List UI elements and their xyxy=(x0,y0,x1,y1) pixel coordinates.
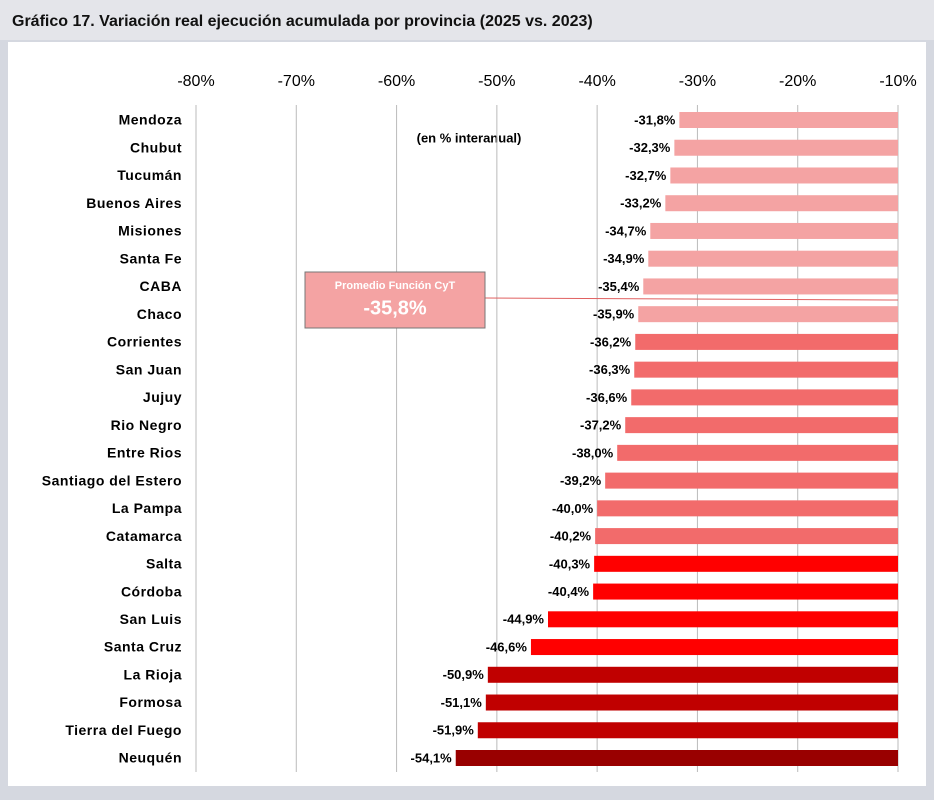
value-label: -36,6% xyxy=(586,390,628,405)
value-label: -40,2% xyxy=(550,529,592,544)
value-label: -32,3% xyxy=(629,140,671,155)
bar xyxy=(530,639,898,656)
value-label: -54,1% xyxy=(411,750,453,765)
average-line xyxy=(484,297,899,301)
bar xyxy=(650,222,898,239)
value-label: -36,3% xyxy=(589,362,631,377)
x-tick-label: -30% xyxy=(679,73,716,90)
value-label: -50,9% xyxy=(443,667,485,682)
value-label: -33,2% xyxy=(620,196,662,211)
y-tick-label: San Luis xyxy=(120,611,182,627)
y-tick-label: Entre Rios xyxy=(107,445,182,461)
x-tick-label: -70% xyxy=(278,73,315,90)
bar xyxy=(487,666,898,683)
y-tick-label: CABA xyxy=(140,278,182,294)
y-tick-label: Tierra del Fuego xyxy=(65,722,182,738)
y-tick-label: Chaco xyxy=(137,306,182,322)
x-tick-label: -80% xyxy=(177,73,214,90)
x-tick-label: -40% xyxy=(578,73,615,90)
bar xyxy=(548,611,898,628)
plot-background xyxy=(8,42,926,786)
value-label: -51,9% xyxy=(433,723,475,738)
average-label: Promedio Función CyT xyxy=(335,280,456,292)
x-tick-label: -60% xyxy=(378,73,415,90)
y-tick-label: Santiago del Estero xyxy=(42,472,182,488)
value-label: -51,1% xyxy=(441,695,483,710)
bar xyxy=(631,389,898,406)
y-tick-label: Neuquén xyxy=(119,750,182,766)
bar xyxy=(485,694,898,711)
y-tick-label: Santa Fe xyxy=(120,250,182,266)
bar xyxy=(643,278,898,295)
y-tick-label: Corrientes xyxy=(107,334,182,350)
x-tick-label: -50% xyxy=(478,73,515,90)
bar xyxy=(455,750,898,766)
y-tick-label: Córdoba xyxy=(121,583,182,599)
bar xyxy=(595,528,898,545)
bar xyxy=(670,167,898,184)
bar xyxy=(625,417,898,434)
bar xyxy=(648,250,898,267)
value-label: -40,0% xyxy=(552,501,594,516)
y-tick-label: La Pampa xyxy=(112,500,182,516)
value-label: -31,8% xyxy=(634,112,676,127)
bar xyxy=(665,195,898,212)
y-tick-label: Rio Negro xyxy=(111,417,182,433)
value-label: -40,4% xyxy=(548,584,590,599)
average-value: -35,8% xyxy=(363,297,427,319)
y-tick-label: Santa Cruz xyxy=(104,639,182,655)
value-label: -40,3% xyxy=(549,556,591,571)
bar xyxy=(605,472,898,489)
x-tick-label: -10% xyxy=(879,73,916,90)
bar xyxy=(597,500,898,517)
y-tick-label: Tucumán xyxy=(117,167,182,183)
bar xyxy=(617,444,898,461)
value-label: -34,9% xyxy=(603,251,645,266)
value-label: -37,2% xyxy=(580,418,622,433)
bar xyxy=(593,583,898,600)
y-tick-label: San Juan xyxy=(116,361,182,377)
value-label: -35,4% xyxy=(598,279,640,294)
bar xyxy=(594,555,898,572)
value-label: -46,6% xyxy=(486,639,528,654)
chart-title: Gráfico 17. Variación real ejecución acu… xyxy=(0,0,934,40)
y-tick-label: La Rioja xyxy=(124,666,182,682)
bar xyxy=(638,306,898,323)
value-label: -38,0% xyxy=(572,445,614,460)
y-tick-label: Catamarca xyxy=(106,528,182,544)
value-label: -34,7% xyxy=(605,223,647,238)
bar xyxy=(477,722,898,739)
y-tick-label: Salta xyxy=(146,556,182,572)
value-label: -32,7% xyxy=(625,168,667,183)
y-tick-label: Mendoza xyxy=(119,112,182,128)
x-tick-label: -20% xyxy=(779,73,816,90)
average-box xyxy=(304,271,486,329)
bar xyxy=(674,139,898,156)
value-label: -36,2% xyxy=(590,334,632,349)
value-label: -44,9% xyxy=(503,612,545,627)
chart-subtitle: (en % interanual) xyxy=(417,130,522,145)
y-tick-label: Formosa xyxy=(119,694,182,710)
value-label: -35,9% xyxy=(593,307,635,322)
bar xyxy=(679,112,898,128)
y-tick-label: Buenos Aires xyxy=(86,195,182,211)
value-label: -39,2% xyxy=(560,473,602,488)
bar xyxy=(634,361,898,378)
y-tick-label: Misiones xyxy=(118,223,182,239)
y-tick-label: Jujuy xyxy=(143,389,182,405)
y-tick-label: Chubut xyxy=(130,139,182,155)
bar xyxy=(635,333,898,350)
